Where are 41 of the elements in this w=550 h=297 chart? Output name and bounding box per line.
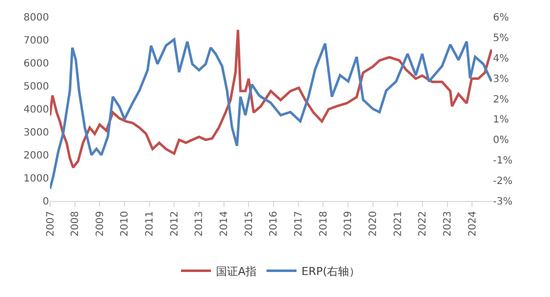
y2-tick-label: 4%: [493, 53, 509, 64]
legend-label: ERP(右轴）: [302, 264, 360, 278]
y-tick-label: 6000: [24, 58, 49, 70]
x-tick-label: 2016: [268, 211, 280, 236]
y2-tick-label: -2%: [493, 176, 512, 188]
x-tick-label: 2008: [70, 211, 82, 236]
y-tick-label: 3000: [24, 128, 49, 138]
y-tick-label: 2000: [24, 150, 49, 162]
y2-tick-label: 1%: [493, 114, 509, 126]
x-tick-label: 2023: [442, 211, 454, 236]
x-tick-label: 2013: [194, 211, 206, 236]
x-tick-label: 2019: [343, 211, 354, 236]
line-series: [50, 38, 492, 190]
x-tick-label: 2011: [144, 211, 156, 236]
x-tick-label: 2021: [392, 211, 404, 236]
x-tick-label: 2012: [169, 211, 180, 236]
x-tick-label: 2018: [318, 211, 330, 236]
x-tick-label: 2009: [94, 211, 106, 236]
y-tick-label: 1000: [24, 174, 49, 184]
x-tick-label: 2017: [294, 211, 305, 236]
x-tick-label: 2010: [120, 211, 131, 236]
y2-tick-label: 2%: [493, 94, 509, 106]
x-tick-label: 2007: [45, 211, 56, 236]
y2-tick-label: -1%: [493, 156, 512, 167]
x-tick-label: 2024: [467, 211, 478, 236]
y-tick-label: 8000: [24, 12, 49, 24]
y2-tick-label: 6%: [493, 12, 509, 24]
y-tick-label: 5000: [24, 82, 49, 92]
y-tick-label: 4000: [24, 104, 49, 116]
y2-tick-label: 5%: [493, 32, 509, 44]
y2-tick-label: -3%: [493, 196, 512, 208]
x-tick-label: 2015: [244, 211, 255, 236]
y-tick-label: 0: [42, 196, 49, 208]
legend-label: 国证A指: [216, 264, 257, 278]
x-tick-label: 2020: [368, 211, 380, 236]
y-tick-label: 7000: [24, 36, 49, 46]
y2-tick-label: 3%: [493, 74, 509, 85]
x-tick-label: 2022: [418, 211, 429, 236]
y2-tick-label: 0%: [493, 135, 509, 146]
x-tick-label: 2014: [219, 211, 230, 236]
line-series: [50, 28, 492, 169]
